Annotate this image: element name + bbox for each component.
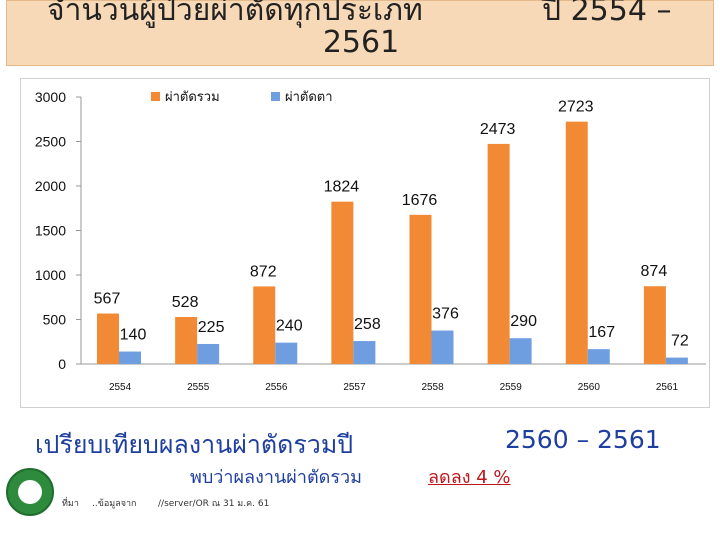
bar-total-2559 [487, 143, 510, 364]
footer-source-path: //server/OR ณ 31 ม.ค. 61 [158, 499, 270, 509]
data-label-eye-2561: 72 [671, 333, 689, 350]
data-label-total-2557: 1824 [324, 179, 360, 196]
x-tick-label: 2561 [656, 382, 679, 393]
y-tick-label: 0 [58, 356, 66, 372]
bar-total-2556 [253, 286, 276, 364]
data-label-eye-2556: 240 [276, 318, 303, 335]
data-label-eye-2554: 140 [120, 327, 147, 344]
data-label-eye-2558: 376 [432, 306, 459, 323]
bar-total-2561 [643, 286, 666, 364]
x-tick-label: 2557 [343, 382, 366, 393]
bar-total-2557 [331, 201, 354, 364]
footer-source-prefix: ..ข้อมูลจาก [92, 499, 137, 509]
title-line2: 2561 [322, 25, 400, 60]
x-tick-label: 2558 [421, 382, 444, 393]
title-part2: ปี 2554 – [542, 0, 672, 28]
data-label-eye-2557: 258 [354, 316, 381, 333]
x-tick-label: 2554 [109, 382, 132, 393]
x-tick-label: 2556 [265, 382, 288, 393]
y-tick-label: 1000 [35, 267, 66, 283]
y-tick-label: 500 [43, 312, 67, 328]
legend-label-0: ผ่าตัดรวม [165, 89, 220, 104]
y-tick-label: 1500 [35, 223, 66, 239]
data-label-eye-2555: 225 [198, 319, 225, 336]
y-tick-label: 3000 [35, 89, 66, 105]
bar-chart: 0 500 1000 1500 2000 2500 3000 567 140 2554 528 225… [35, 89, 706, 393]
bar-total-2555 [175, 317, 198, 364]
x-tick-label: 2560 [578, 382, 601, 393]
data-label-total-2558: 1676 [402, 192, 438, 209]
summary-left: เปรียบเทียบผลงานผ่าตัดรวมปี [35, 430, 354, 459]
hospital-logo-icon [6, 468, 54, 516]
legend-swatch-0 [151, 92, 160, 101]
summary-right: 2560 – 2561 [505, 425, 661, 454]
bar-eye-2561 [665, 357, 688, 364]
legend-label-1: ผ่าตัดตา [285, 89, 333, 104]
chart-frame: 0 500 1000 1500 2000 2500 3000 567 140 2554 528 225… [20, 78, 710, 408]
data-label-total-2556: 872 [250, 263, 277, 280]
summary-sub-left: พบว่าผลงานผ่าตัดรวม [190, 467, 362, 488]
bar-eye-2559 [509, 338, 532, 364]
footer-source-label: ที่มา [62, 499, 79, 509]
title-banner: จำนวนผู้ป่วยผ่าตัดทุกประเภท ปี 2554 – 25… [6, 0, 714, 66]
bar-eye-2557 [353, 341, 376, 364]
legend-swatch-1 [271, 92, 280, 101]
bar-total-2558 [409, 214, 432, 364]
bar-eye-2558 [431, 330, 454, 364]
bar-eye-2556 [275, 342, 298, 364]
bar-eye-2560 [587, 349, 610, 364]
x-tick-label: 2559 [500, 382, 523, 393]
title-part1: จำนวนผู้ป่วยผ่าตัดทุกประเภท [47, 0, 423, 28]
summary-sub-right: ลดลง 4 % [428, 467, 511, 488]
data-label-total-2560: 2723 [558, 99, 594, 116]
bar-total-2554 [97, 313, 119, 364]
data-label-eye-2560: 167 [588, 324, 615, 341]
y-tick-label: 2500 [35, 134, 66, 150]
x-tick-label: 2555 [187, 382, 210, 393]
data-label-total-2559: 2473 [480, 121, 516, 138]
data-label-eye-2559: 290 [510, 313, 537, 330]
bar-total-2560 [565, 121, 588, 364]
data-label-total-2555: 528 [172, 294, 199, 311]
y-tick-label: 2000 [35, 178, 66, 194]
bar-eye-2555 [197, 343, 220, 364]
data-label-total-2554: 567 [94, 291, 121, 308]
bar-eye-2554 [119, 351, 141, 364]
data-label-total-2561: 874 [641, 263, 668, 280]
